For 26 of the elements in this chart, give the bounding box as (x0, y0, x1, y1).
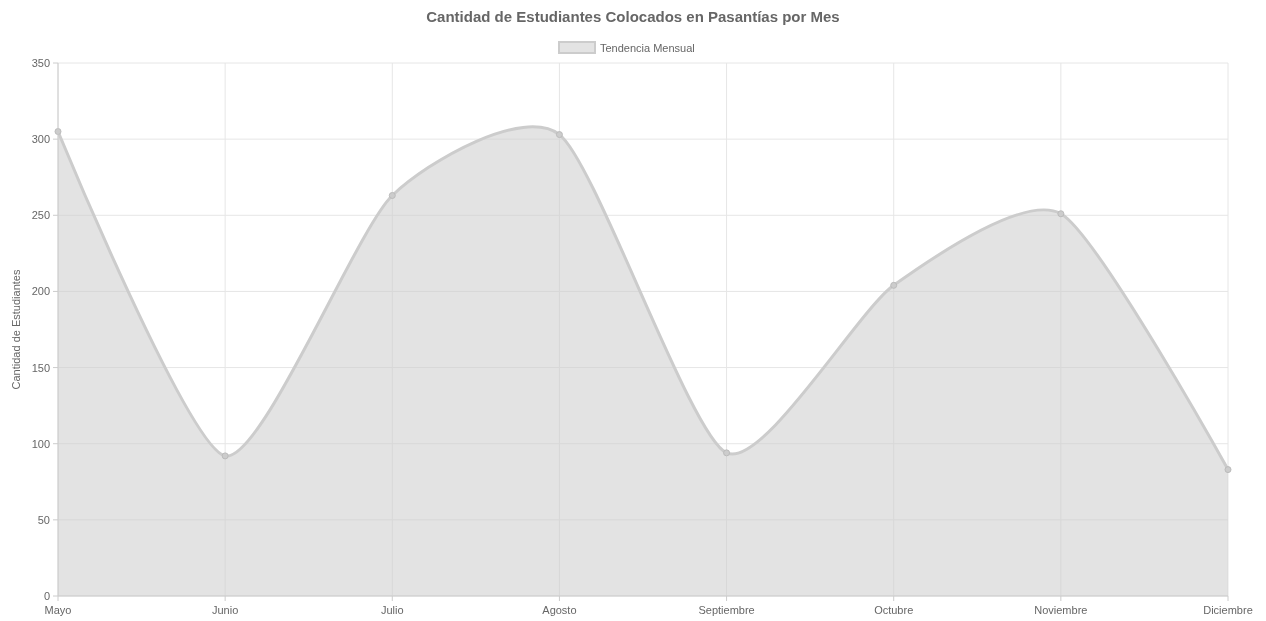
x-tick-label: Julio (380, 604, 404, 616)
x-tick-label: Agosto (542, 604, 577, 616)
y-tick-label: 150 (31, 361, 50, 374)
point (221, 452, 229, 460)
point (555, 131, 563, 139)
point (890, 281, 898, 289)
x-tick-label: Noviembre (1034, 604, 1088, 616)
x-tick-label: Octubre (874, 604, 914, 616)
y-tick-label: 350 (31, 57, 50, 69)
chart-title: Cantidad de Estudiantes Colocados en Pasantías por Mes (426, 8, 840, 25)
y-tick-label: 300 (31, 133, 50, 146)
y-tick-label: 250 (31, 209, 50, 222)
point (1224, 466, 1232, 474)
x-tick-label: Septiembre (698, 604, 755, 616)
y-tick-label: 100 (31, 437, 50, 450)
x-tick-label: Junio (211, 604, 239, 616)
x-tick-label: Mayo (44, 604, 72, 616)
y-tick-label: 200 (31, 285, 50, 298)
y-tick-label: 50 (37, 513, 50, 526)
point (388, 191, 396, 199)
y-tick-label: 0 (43, 590, 50, 602)
point (723, 449, 731, 457)
y-axis-title: Cantidad de Estudiantes (10, 269, 22, 390)
point (1057, 210, 1065, 218)
legend-label: Tendencia Mensual (600, 42, 695, 54)
x-tick-label: Diciembre (1203, 604, 1253, 616)
